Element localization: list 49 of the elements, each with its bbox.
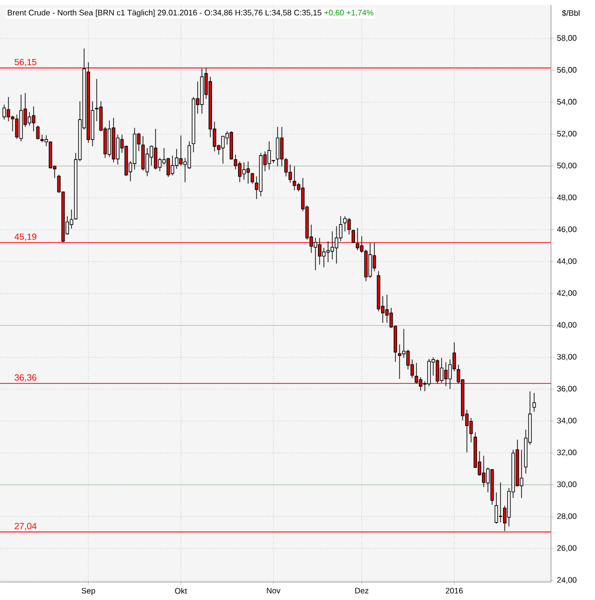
- candlestick: [414, 362, 418, 384]
- candlestick: [246, 161, 250, 184]
- candlestick: [292, 166, 296, 191]
- candlestick: [482, 455, 486, 488]
- candlestick: [2, 104, 6, 120]
- candlestick: [242, 162, 246, 180]
- candlestick: [221, 135, 225, 164]
- candlestick: [498, 482, 502, 523]
- candlestick: [440, 358, 444, 384]
- candlestick: [276, 126, 280, 167]
- candlestick: [146, 148, 149, 177]
- candlestick: [520, 449, 524, 498]
- candlestick: [532, 392, 536, 412]
- candlestick: [368, 242, 372, 278]
- candlestick: [40, 134, 44, 143]
- candlestick: [188, 140, 191, 170]
- ref-line-label: 45,19: [14, 234, 36, 241]
- candlestick: [385, 294, 389, 324]
- candlestick: [28, 112, 32, 126]
- candlestick: [352, 229, 356, 244]
- candlestick: [154, 128, 158, 170]
- candlestick: [238, 161, 242, 183]
- ref-line-label: 36,36: [14, 374, 36, 382]
- candlestick: [36, 125, 40, 140]
- candlestick: [469, 418, 473, 443]
- candlestick: [494, 492, 498, 524]
- candlestick: [398, 344, 402, 380]
- candlestick: [326, 240, 330, 263]
- candlestick: [179, 135, 183, 166]
- candlestick: [170, 155, 174, 176]
- candlestick: [334, 226, 338, 264]
- ref-line-label: 27,04: [14, 522, 36, 530]
- candlestick: [280, 126, 284, 167]
- candlestick: [436, 359, 440, 384]
- candlestick: [322, 248, 326, 268]
- candlestick: [418, 376, 422, 391]
- candlestick: [318, 238, 322, 265]
- candlestick: [166, 158, 170, 178]
- candlestick: [32, 106, 36, 132]
- candlestick: [6, 96, 10, 122]
- candlestick: [330, 230, 334, 260]
- candlestick: [15, 114, 19, 140]
- ref-line-label: 56,15: [14, 58, 36, 66]
- candlestick: [347, 218, 351, 235]
- candlestick: [356, 228, 360, 251]
- candlestick: [268, 140, 271, 170]
- candlestick: [250, 172, 254, 184]
- candlestick: [444, 362, 448, 387]
- candlestick: [343, 216, 347, 232]
